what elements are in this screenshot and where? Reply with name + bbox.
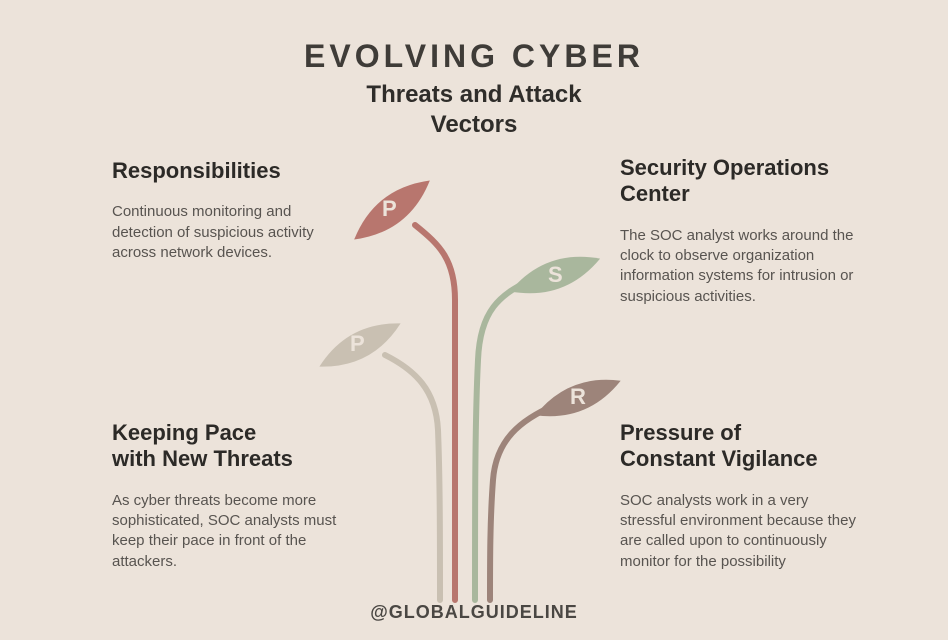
block-soc: Security Operations Center The SOC analy… [620, 155, 870, 307]
footer-handle: @GLOBALGUIDELINE [0, 602, 948, 623]
body-soc: The SOC analyst works around the clock t… [620, 226, 870, 307]
heading-pressure: Pressure ofConstant Vigilance [620, 420, 860, 473]
heading-keeping-pace: Keeping Pacewith New Threats [112, 420, 362, 473]
stem-S_green [475, 280, 530, 600]
block-pressure: Pressure ofConstant Vigilance SOC analys… [620, 420, 860, 572]
body-keeping-pace: As cyber threats become more sophisticat… [112, 491, 362, 572]
infographic-canvas: EVOLVING CYBER Threats and AttackVectors… [0, 0, 948, 640]
stem-P_beige [385, 355, 440, 600]
block-responsibilities: Responsibilities Continuous monitoring a… [112, 158, 342, 263]
leaf-letter-S_green_leaf: S [548, 262, 563, 288]
body-responsibilities: Continuous monitoring and detection of s… [112, 202, 342, 263]
heading-soc: Security Operations Center [620, 155, 870, 208]
stem-R_brown [490, 405, 555, 600]
leaf-letter-P_beige_leaf: P [350, 331, 365, 357]
body-pressure: SOC analysts work in a very stressful en… [620, 491, 860, 572]
heading-responsibilities: Responsibilities [112, 158, 342, 184]
leaf-letter-P_red_leaf: P [382, 196, 397, 222]
block-keeping-pace: Keeping Pacewith New Threats As cyber th… [112, 420, 362, 572]
leaf-letter-R_brown_leaf: R [570, 384, 586, 410]
